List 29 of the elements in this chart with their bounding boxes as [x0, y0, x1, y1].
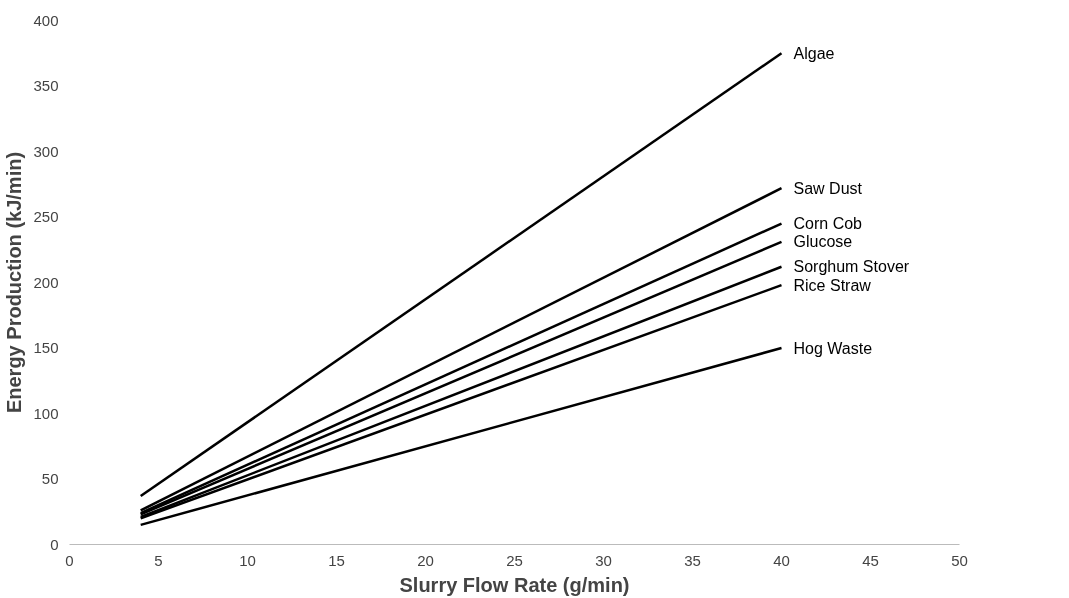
x-axis-title: Slurry Flow Rate (g/min): [399, 573, 630, 596]
x-tick-label: 25: [506, 551, 523, 569]
y-tick-label: 300: [33, 142, 59, 160]
y-tick-label: 200: [33, 273, 59, 291]
y-tick-label: 50: [41, 470, 59, 487]
series-label: Glucose: [793, 233, 853, 251]
series-label: Rice Straw: [793, 276, 872, 294]
y-tick-label: 0: [50, 535, 59, 553]
x-tick-label: 15: [328, 551, 345, 569]
series-label: Hog Waste: [793, 339, 873, 357]
y-tick-label: 250: [33, 208, 59, 225]
y-axis-title: Energy Production (kJ/min): [3, 151, 26, 414]
x-tick-label: 10: [239, 551, 256, 569]
series-label: Saw Dust: [793, 179, 863, 197]
x-tick-label: 30: [595, 551, 612, 569]
y-tick-label: 400: [33, 11, 59, 29]
series-label: Corn Cob: [793, 215, 863, 233]
x-tick-label: 40: [773, 551, 790, 569]
x-tick-label: 5: [154, 551, 163, 569]
x-tick-label: 50: [951, 551, 968, 569]
series-label: Algae: [793, 44, 835, 62]
x-tick-label: 20: [417, 551, 434, 569]
x-tick-label: 0: [65, 551, 74, 569]
x-tick-label: 45: [862, 551, 879, 569]
y-tick-label: 150: [33, 339, 59, 356]
x-tick-label: 35: [684, 551, 701, 569]
series-label: Sorghum Stover: [793, 258, 910, 276]
y-tick-label: 100: [33, 404, 59, 422]
y-tick-label: 350: [33, 77, 59, 94]
